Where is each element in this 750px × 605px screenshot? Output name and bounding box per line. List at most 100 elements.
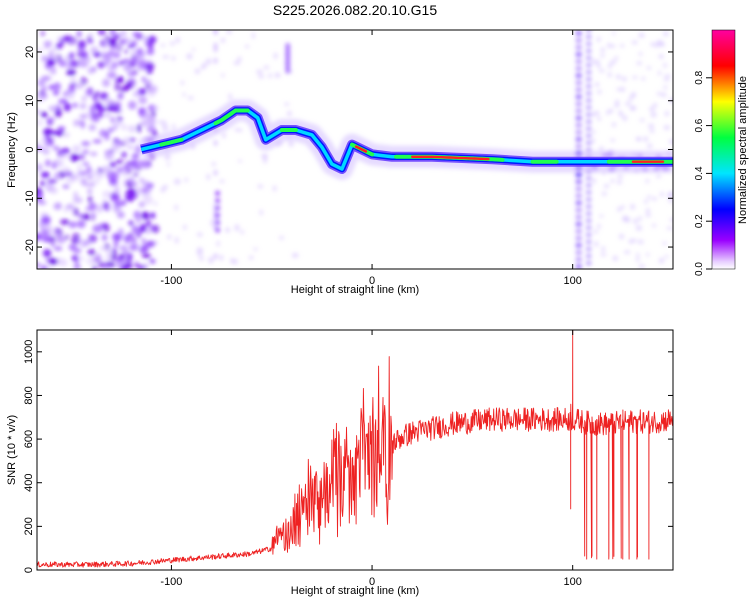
spectrogram-noise-blob (63, 170, 74, 178)
spectrogram-y-tick-label: 0 (24, 146, 36, 152)
spectrogram-noise-blob (591, 58, 596, 65)
spectrogram-noise-blob (153, 201, 158, 206)
spectrogram-noise-blob (167, 234, 172, 240)
spectrogram-noise-blob (630, 238, 638, 243)
spectrogram-noise-blob (196, 249, 203, 257)
spectrogram-noise-blob (585, 55, 592, 61)
spectrogram-noise-blob (585, 41, 592, 47)
spectrogram-noise-blob (182, 92, 186, 97)
spectrogram-noise-blob (585, 225, 592, 231)
spectrogram-noise-blob (585, 126, 592, 132)
spectrogram-noise-blob (118, 228, 124, 234)
spectrogram-noise-blob (666, 226, 673, 230)
spectrogram-ridge (138, 99, 673, 180)
spectrogram-noise-blob (98, 261, 105, 269)
spectrogram-noise-blob (102, 78, 111, 88)
spectrogram-noise-blob (575, 228, 582, 234)
spectrogram-noise-blob (104, 54, 112, 64)
spectrogram-noise-blob (110, 254, 116, 262)
spectrogram-noise-blob (632, 75, 638, 80)
spectrogram-noise-blob (600, 53, 605, 58)
spectrogram-noise-blob (104, 151, 114, 161)
spectrogram-noise-blob (575, 94, 582, 100)
spectrogram-noise-blob (140, 222, 147, 232)
spectrogram-noise-blob (285, 63, 291, 68)
spectrogram-noise-blob (136, 166, 142, 171)
spectrogram-noise-blob (111, 233, 122, 241)
spectrogram-noise-blob (174, 236, 179, 244)
spectrogram-noise-blob (52, 146, 60, 151)
colorbar: 0.0 0.2 0.4 0.6 0.8 Normalized spectral ampl… (694, 29, 749, 276)
spectrogram-noise-blob (285, 43, 291, 48)
spectrogram-noise-blob (72, 247, 82, 255)
spectrogram-noise-blob (622, 215, 628, 221)
spectrogram-noise-blob (141, 238, 147, 244)
spectrogram-noise-blob (575, 263, 582, 269)
spectrogram-noise-blob (161, 124, 169, 132)
spectrogram-noise-blob (663, 124, 671, 131)
spectrogram-noise-blob (160, 43, 166, 47)
spectrogram-noise-blob (652, 223, 656, 228)
spectrogram-data (37, 30, 673, 269)
spectrogram-noise-blob (643, 199, 649, 204)
spectrogram-noise-blob (128, 137, 136, 143)
snr-y-tick-label: 200 (23, 517, 35, 535)
spectrogram-noise-blob (585, 218, 592, 224)
spectrogram-noise-blob (118, 60, 126, 66)
spectrogram-noise-blob (101, 234, 108, 241)
spectrogram-noise-blob (109, 30, 116, 37)
spectrogram-noise-blob (145, 240, 156, 247)
spectrogram-noise-blob (215, 190, 221, 196)
spectrogram-noise-blob (635, 257, 641, 262)
spectrogram-noise-blob (59, 218, 70, 225)
spectrogram-noise-blob (620, 205, 625, 209)
spectrogram-y-tick-label: 20 (24, 46, 36, 58)
spectrogram-noise-blob (616, 206, 622, 212)
spectrogram-noise-blob (138, 96, 148, 105)
spectrogram-noise-blob (585, 253, 592, 259)
spectrogram-noise-blob (79, 103, 87, 110)
spectrogram-noise-blob (95, 91, 100, 96)
spectrogram-noise-blob (88, 202, 97, 211)
snr-y-tick-label: 600 (23, 430, 35, 448)
spectrogram-noise-blob (585, 98, 592, 103)
spectrogram-noise-blob (645, 213, 652, 218)
spectrogram-noise-blob (64, 55, 70, 64)
spectrogram-noise-blob (645, 252, 650, 257)
spectrogram-noise-blob (599, 214, 604, 218)
spectrogram-noise-blob (109, 177, 118, 185)
spectrogram-noise-blob (97, 167, 104, 175)
spectrogram-noise-blob (620, 43, 625, 48)
spectrogram-noise-blob (623, 250, 631, 255)
spectrogram-noise-blob (135, 160, 146, 168)
spectrogram-noise-blob (575, 44, 582, 50)
spectrogram-noise-blob (62, 35, 73, 41)
spectrogram-noise-blob (630, 203, 636, 210)
spectrogram-noise-blob (40, 264, 48, 269)
spectrogram-noise-blob (600, 47, 605, 53)
spectrogram-noise-blob (76, 153, 86, 161)
spectrogram-noise-blob (643, 136, 649, 142)
spectrogram-noise-blob (251, 32, 256, 40)
spectrogram-noise-blob (609, 44, 616, 48)
spectrogram-noise-blob (129, 244, 139, 251)
spectrogram-noise-blob (180, 80, 185, 85)
spectrogram-noise-blob (619, 86, 626, 92)
ridge-peak-segment (411, 155, 490, 161)
spectrogram-noise-blob (657, 70, 662, 76)
spectrogram-noise-blob (220, 73, 225, 78)
spectrogram-noise-blob (136, 47, 143, 55)
spectrogram-noise-blob (638, 32, 645, 39)
spectrogram-noise-blob (83, 213, 90, 221)
spectrogram-noise-blob (575, 221, 582, 227)
spectrogram-noise-blob (141, 253, 151, 259)
spectrogram-noise-blob (585, 48, 592, 54)
spectrogram-noise-blob (42, 237, 51, 243)
spectrogram-noise-blob (285, 69, 291, 74)
spectrogram-noise-blob (585, 76, 592, 82)
spectrogram-noise-blob (668, 139, 673, 145)
spectrogram-noise-blob (108, 37, 117, 47)
ridge-hot-segment (213, 108, 250, 126)
spectrogram-noise-blob (635, 225, 643, 232)
